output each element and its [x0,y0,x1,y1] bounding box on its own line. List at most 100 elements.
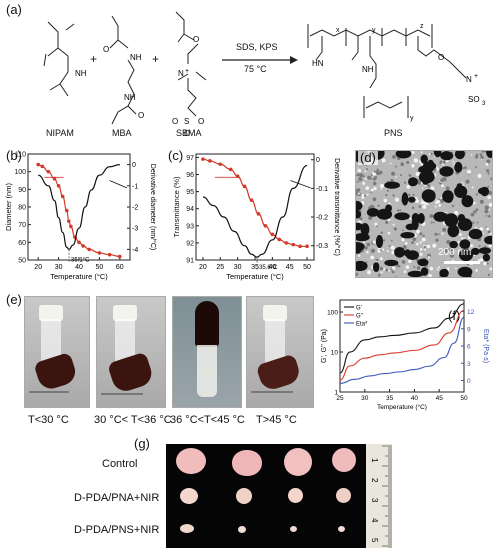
tem-grain [448,247,453,252]
tem-grain [484,209,489,214]
tem-grain [380,271,383,274]
series-measured-point [52,176,57,181]
y2-tick-label: 12 [467,309,475,316]
y2-tick-label: -3 [132,226,138,233]
tem-grain [386,189,389,192]
tem-grain [474,226,477,229]
tem-grain [400,162,404,166]
series-measured-point [256,212,261,216]
tem-pore [482,253,491,262]
tem-grain [380,249,382,251]
tumor-pns-2 [238,526,246,533]
tem-grain [416,266,421,270]
tem-grain [364,246,368,250]
tem-grain [392,194,395,197]
transmittance-chart: 20 25 30 35 40 45 50 91 92 93 94 95 96 97 0 -0.1 -0.2 -0.… [172,153,341,281]
tem-grain [381,248,385,251]
tem-grain [398,265,401,268]
legend-label-2: G'' [356,314,363,320]
tumor-control-3 [284,448,312,476]
tumor-pna-4 [336,488,351,503]
x-axis-label: Temperature (°C) [50,272,108,281]
x-tick-label: 45 [436,395,444,402]
tem-grain [488,215,491,218]
tem-grain [475,193,478,196]
tem-grain [390,239,393,242]
series-line-2 [339,309,465,381]
tem-grain [486,262,489,265]
tumor-control-1 [176,448,206,474]
scale-bar [444,261,480,264]
vial-caption-2: 30 °C< T<36 °C [94,414,172,426]
series-measured-point [60,194,65,199]
tem-grain [370,248,376,253]
tem-grain [464,166,467,169]
x-tick-label: 30 [234,264,242,271]
tem-pore [445,194,453,203]
tem-grain [386,250,389,252]
tem-grain [419,241,422,244]
annotation-label: 35.1°C [71,257,90,263]
vial-photo-4 [246,296,314,408]
series-measured-point [228,167,233,172]
x-tick-label: 20 [199,264,207,271]
svg-text:O: O [138,111,144,120]
tem-grain [402,245,407,250]
tem-grain [380,232,383,235]
tem-grain [359,173,364,178]
tem-image: (d) 200 nm [355,150,493,278]
annotation-label: 35.6°C [259,265,278,271]
label-mba: MBA [112,128,132,138]
tem-grain [462,167,465,170]
tem-grain [479,199,484,204]
tem-grain [465,179,470,184]
series-measured-point [305,244,309,249]
tem-grain [361,196,365,199]
tem-grain [421,237,426,242]
tem-grain [476,221,479,224]
y2-axis-label: Eta* (Pa·s) [482,329,489,363]
tem-grain [441,232,444,235]
y-axis-label: G', G'' (Pa) [321,329,328,363]
x-tick-label: 35 [386,395,394,402]
tem-grain [362,181,366,185]
tem-grain [438,204,442,207]
tem-grain [402,229,404,232]
label-pns: PNS [384,128,403,138]
y-tick-label: 97 [186,155,194,162]
y-tick-label: 92 [186,240,194,247]
tem-grain [466,169,472,174]
tem-grain [361,194,365,197]
legend-label-1: G' [356,306,362,312]
pns-structure [307,24,467,118]
tem-grain [489,267,492,271]
tem-pore [394,212,410,221]
x-tick-label: 50 [460,395,468,402]
tem-pore [433,211,448,222]
y2-tick-label: 3 [467,361,471,368]
svg-text:HN: HN [312,59,324,68]
y2-tick-label: 0 [316,157,320,164]
y2-tick-label: -0.3 [316,243,328,250]
x-tick-label: 35 [251,264,259,271]
tem-grain [483,262,487,266]
tem-grain [490,177,492,181]
tem-grain [366,193,369,196]
tem-pore [456,183,463,192]
tem-pore [426,159,435,173]
y2-axis-label: Derivative diameter (nm/°C) [149,164,157,250]
tem-grain [413,158,416,161]
tem-grain [475,269,478,272]
tem-pore [449,240,458,249]
series-measured-point [284,241,289,245]
tem-grain [485,215,488,217]
plus-sign-2: + [152,52,160,66]
tem-pore [395,151,412,159]
tem-grain [392,155,396,159]
series-measured-point [56,184,61,188]
tem-grain [438,266,441,269]
mba-structure [109,15,137,125]
tem-grain [473,210,477,214]
series-measured-point [118,254,122,259]
arrow-right [109,180,128,189]
